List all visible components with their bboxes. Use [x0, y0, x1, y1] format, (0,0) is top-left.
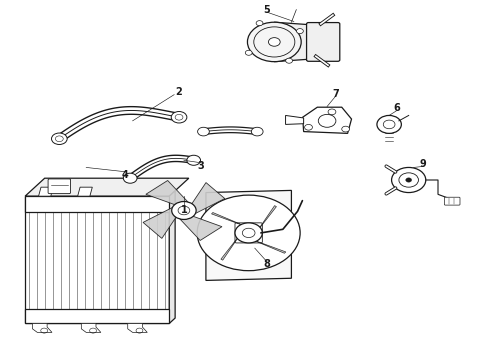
Polygon shape [143, 207, 176, 238]
Text: 9: 9 [420, 159, 427, 169]
Polygon shape [206, 190, 292, 280]
Text: 4: 4 [122, 170, 129, 180]
Text: 8: 8 [264, 259, 270, 269]
Polygon shape [286, 116, 304, 125]
FancyBboxPatch shape [48, 179, 71, 194]
Text: 7: 7 [332, 89, 339, 99]
Circle shape [247, 22, 301, 62]
Text: 3: 3 [197, 161, 204, 171]
Circle shape [256, 21, 263, 26]
Polygon shape [25, 178, 189, 196]
Polygon shape [274, 22, 331, 62]
Polygon shape [32, 323, 52, 332]
Polygon shape [77, 187, 92, 196]
Circle shape [187, 155, 200, 165]
Circle shape [286, 58, 293, 63]
Polygon shape [180, 216, 222, 240]
Circle shape [123, 173, 137, 183]
Circle shape [392, 167, 426, 193]
Polygon shape [212, 212, 244, 226]
Polygon shape [146, 180, 188, 204]
Circle shape [197, 127, 209, 136]
Circle shape [51, 133, 67, 144]
Polygon shape [221, 236, 239, 260]
Circle shape [251, 127, 263, 136]
Polygon shape [128, 323, 147, 332]
Circle shape [342, 126, 349, 132]
Polygon shape [258, 206, 276, 230]
Circle shape [406, 178, 412, 182]
Text: 2: 2 [175, 87, 182, 97]
Polygon shape [25, 196, 169, 212]
Polygon shape [39, 187, 53, 196]
Text: 6: 6 [393, 103, 400, 113]
Circle shape [171, 112, 187, 123]
Polygon shape [81, 323, 101, 332]
Circle shape [245, 50, 252, 55]
Circle shape [172, 202, 196, 220]
Circle shape [235, 223, 262, 243]
Circle shape [328, 109, 336, 115]
FancyBboxPatch shape [307, 23, 340, 61]
FancyBboxPatch shape [235, 223, 262, 243]
FancyBboxPatch shape [444, 197, 460, 205]
Circle shape [296, 28, 303, 33]
Circle shape [269, 38, 280, 46]
Circle shape [305, 125, 313, 130]
Polygon shape [25, 309, 169, 323]
Polygon shape [169, 191, 175, 323]
Circle shape [197, 195, 300, 271]
Text: 5: 5 [264, 5, 270, 15]
Polygon shape [253, 240, 286, 253]
Polygon shape [192, 183, 225, 213]
Text: 1: 1 [180, 206, 187, 216]
Circle shape [377, 116, 401, 134]
Polygon shape [303, 107, 351, 134]
